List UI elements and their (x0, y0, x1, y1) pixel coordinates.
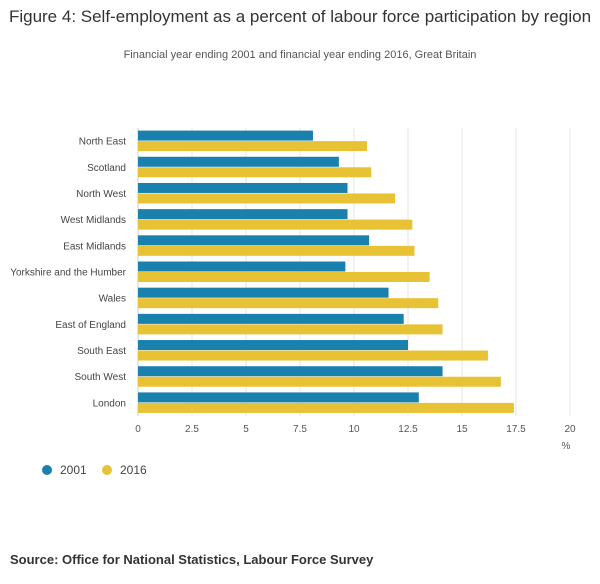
bar-2016-east-of-england (138, 324, 443, 335)
category-label: East of England (55, 320, 126, 331)
category-label: Scotland (87, 163, 126, 174)
x-tick-label: 7.5 (293, 424, 307, 435)
bar-2016-north-west (138, 193, 396, 204)
category-label: South East (77, 346, 126, 357)
bar-2016-london (138, 402, 514, 413)
bar-2001-south-west (138, 366, 443, 377)
category-label: London (93, 398, 126, 409)
bar-2016-scotland (138, 167, 372, 178)
legend-label-2016: 2016 (120, 462, 147, 477)
bar-2001-east-of-england (138, 313, 404, 324)
x-tick-label: 5 (243, 424, 249, 435)
bar-2001-london (138, 392, 419, 403)
bar-2001-north-east (138, 130, 313, 141)
x-tick-label: 0 (135, 424, 141, 435)
chart-title: Figure 4: Self-employment as a percent o… (8, 7, 592, 26)
bar-2016-west-midlands (138, 219, 413, 230)
bar-2001-south-east (138, 340, 408, 351)
bar-2016-east-midlands (138, 245, 415, 256)
x-tick-label: 20 (564, 424, 576, 435)
x-axis-label: % (562, 441, 571, 452)
x-tick-label: 17.5 (506, 424, 526, 435)
chart-subtitle: Financial year ending 2001 and financial… (123, 49, 477, 61)
bar-2001-north-west (138, 182, 348, 193)
legend-label-2001: 2001 (60, 462, 87, 477)
legend-swatch-2016 (102, 464, 112, 475)
legend-item-2016: 2016 (102, 462, 147, 477)
bar-2016-south-west (138, 376, 501, 387)
bar-2016-north-east (138, 141, 367, 152)
bar-2016-wales (138, 298, 439, 309)
bar-2001-wales (138, 287, 389, 298)
category-label: North West (76, 189, 126, 200)
x-tick-label: 15 (456, 424, 468, 435)
bar-2001-scotland (138, 156, 339, 167)
bar-2001-east-midlands (138, 235, 370, 246)
legend-swatch-2001 (42, 464, 52, 475)
x-tick-label: 2.5 (185, 424, 199, 435)
bar-2016-south-east (138, 350, 488, 361)
category-label: West Midlands (61, 215, 126, 226)
category-label: Yorkshire and the Humber (10, 268, 126, 279)
legend-item-2001: 2001 (42, 462, 87, 477)
bar-2016-yorkshire-and-the-humber (138, 272, 430, 282)
x-tick-label: 12.5 (398, 424, 418, 435)
bar-2001-yorkshire-and-the-humber (138, 261, 346, 272)
bar-2001-west-midlands (138, 209, 348, 220)
category-label: South West (74, 372, 126, 383)
x-tick-label: 10 (348, 424, 360, 435)
category-label: Wales (99, 294, 126, 305)
source-note: Source: Office for National Statistics, … (10, 552, 374, 567)
category-label: East Midlands (63, 241, 126, 252)
category-label: North East (79, 137, 126, 148)
